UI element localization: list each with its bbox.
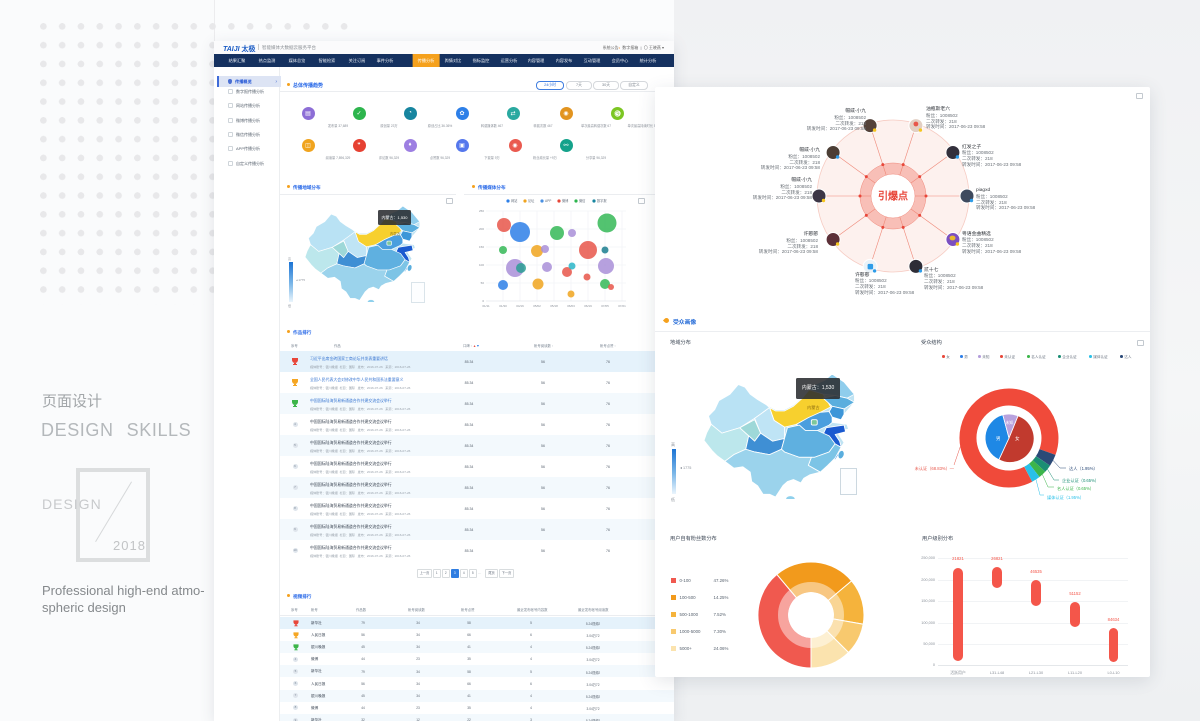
svg-text:01/11: 01/11 xyxy=(482,304,490,308)
svg-text:微博: 微博 xyxy=(562,198,569,203)
svg-text:250: 250 xyxy=(479,209,484,213)
svg-text:网站: 网站 xyxy=(511,198,518,203)
svg-text:05/02: 05/02 xyxy=(533,304,541,308)
svg-text:男: 男 xyxy=(996,436,1001,442)
svg-text:06/19: 06/19 xyxy=(584,304,592,308)
svg-text:论坛: 论坛 xyxy=(528,198,535,203)
svg-text:APP: APP xyxy=(545,199,551,203)
svg-text:微信: 微信 xyxy=(579,198,586,203)
svg-text:0: 0 xyxy=(482,299,484,303)
svg-text:50: 50 xyxy=(481,281,485,285)
svg-text:150: 150 xyxy=(479,245,484,249)
svg-text:05/18: 05/18 xyxy=(550,304,558,308)
svg-text:07/05: 07/05 xyxy=(601,304,609,308)
svg-text:07/21: 07/21 xyxy=(618,304,626,308)
svg-text:200: 200 xyxy=(479,227,484,231)
svg-text:01/30: 01/30 xyxy=(499,304,507,308)
svg-text:100: 100 xyxy=(479,263,484,267)
svg-text:女: 女 xyxy=(1015,435,1020,442)
svg-text:04/16: 04/16 xyxy=(516,304,524,308)
svg-text:引爆点: 引爆点 xyxy=(878,190,908,203)
svg-text:06/03: 06/03 xyxy=(567,304,575,308)
svg-text:未知: 未知 xyxy=(1006,420,1014,425)
svg-text:数字报: 数字报 xyxy=(597,198,607,203)
